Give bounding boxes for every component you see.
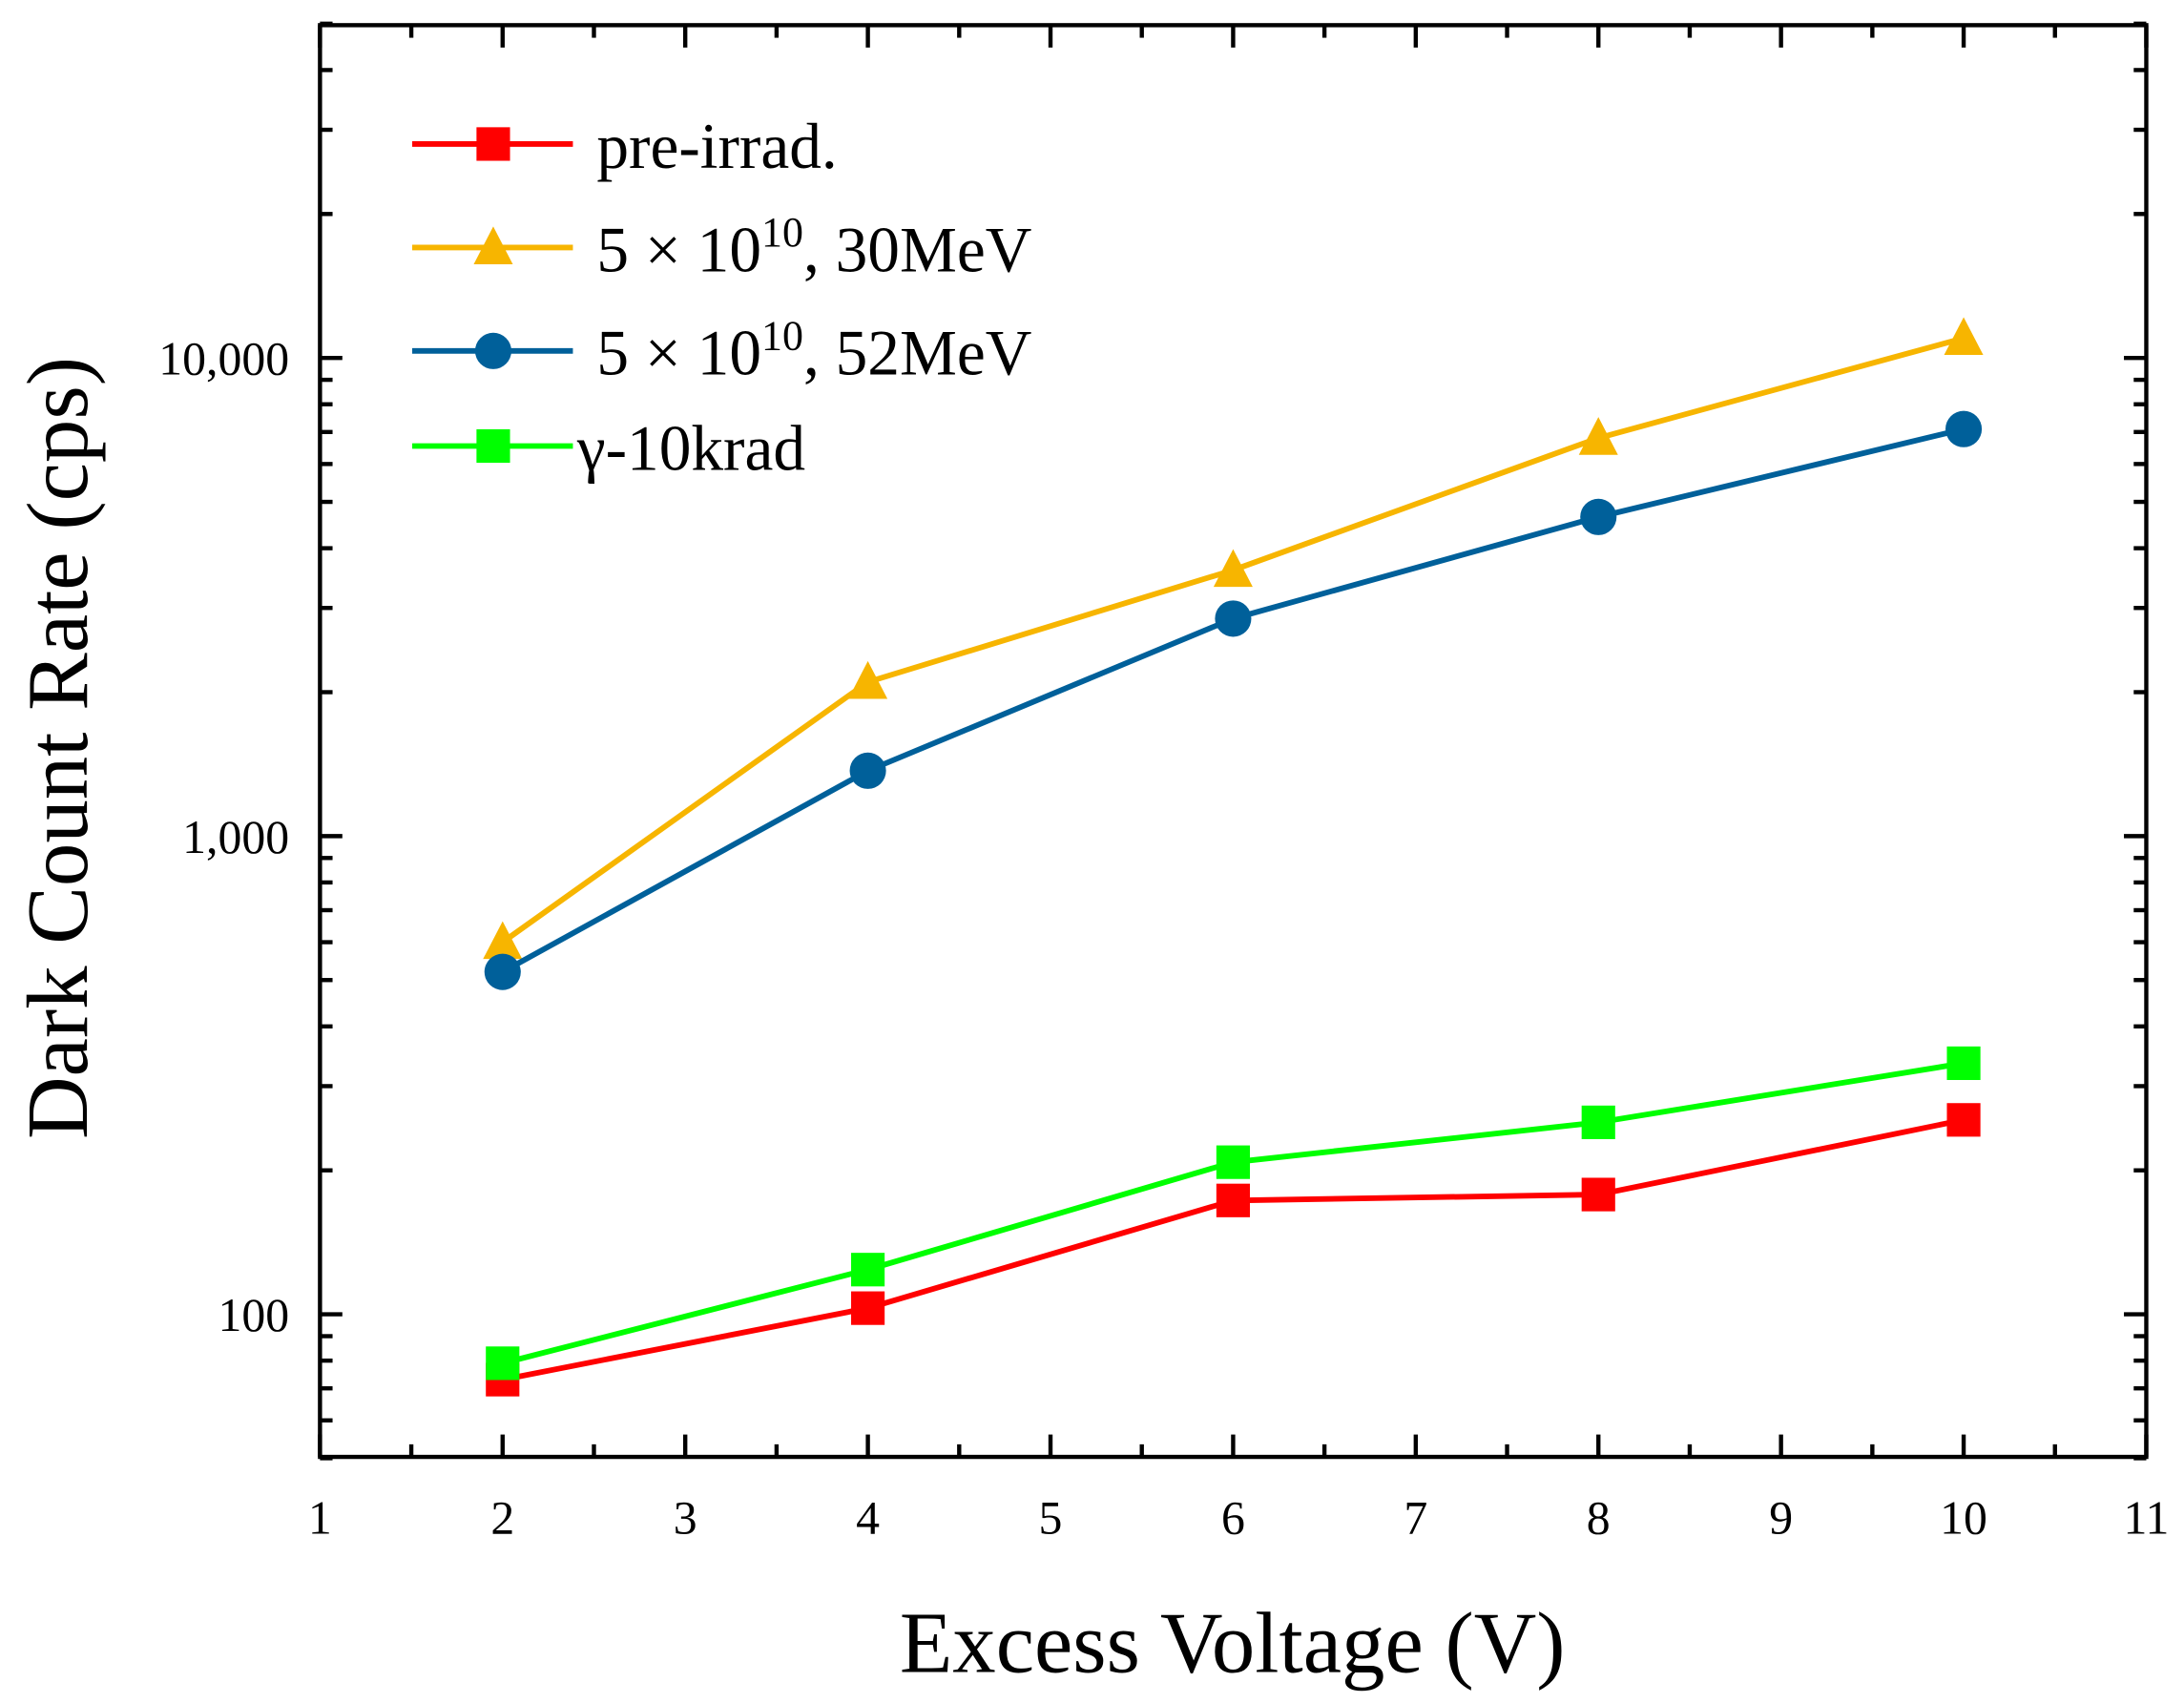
legend-label-30mev: 5 × 1010, 30MeV <box>596 209 1031 285</box>
legend-entry-pre-irrad: pre-irrad. <box>412 111 838 182</box>
data-point-triangle <box>1944 317 1984 356</box>
series-line-2 <box>501 426 1965 975</box>
data-point-square <box>851 1253 885 1287</box>
data-point-circle <box>849 752 886 789</box>
series-layer <box>483 317 1984 1397</box>
y-tick-label: 1,000 <box>182 811 289 863</box>
data-point-square <box>1946 1103 1981 1137</box>
data-point-square <box>1216 1145 1250 1179</box>
legend-marker-30mev <box>473 226 513 264</box>
y-tick-label: 10,000 <box>158 333 289 385</box>
legend-entry-52mev: 5 × 1010, 52MeV <box>412 312 1031 389</box>
x-tick-label: 1 <box>308 1492 332 1545</box>
data-point-circle <box>1580 498 1617 535</box>
data-point-circle <box>1215 600 1252 637</box>
x-tick-label: 10 <box>1940 1492 1987 1545</box>
x-tick-label: 3 <box>674 1492 697 1545</box>
x-tick-label: 8 <box>1587 1492 1611 1545</box>
legend-marker-gamma <box>476 428 510 464</box>
data-point-triangle <box>848 660 888 699</box>
axis-ticks <box>318 21 2149 1461</box>
legend-label-52mev: 5 × 1010, 52MeV <box>596 312 1031 388</box>
legend-52mev-suffix: , 52MeV <box>803 318 1031 389</box>
data-point-square <box>486 1346 520 1381</box>
legend-entry-30mev: 5 × 1010, 30MeV <box>412 209 1031 285</box>
data-point-square <box>1946 1046 1981 1081</box>
plot-frame <box>318 23 2149 1460</box>
data-point-square <box>851 1291 885 1325</box>
x-tick-label: 6 <box>1221 1492 1245 1545</box>
legend-marker-52mev <box>474 332 512 369</box>
legend-30mev-suffix: , 30MeV <box>803 214 1031 285</box>
data-point-circle <box>1945 410 1983 447</box>
x-axis-title: Excess Voltage (V) <box>900 1595 1566 1692</box>
legend-entry-gamma: γ-10krad <box>412 412 805 484</box>
data-point-circle <box>484 953 521 990</box>
x-tick-label: 7 <box>1404 1492 1427 1545</box>
data-point-square <box>1216 1183 1250 1217</box>
data-point-square <box>1581 1177 1615 1212</box>
legend: pre-irrad. 5 × 1010, 30MeV 5 × 1010, 52M… <box>412 111 1031 484</box>
legend-52mev-exponent: 10 <box>761 312 803 359</box>
legend-52mev-base: 5 × 10 <box>596 318 761 389</box>
legend-30mev-base: 5 × 10 <box>596 214 761 285</box>
legend-label-pre-irrad: pre-irrad. <box>596 111 837 182</box>
data-point-triangle <box>1578 417 1618 455</box>
legend-label-gamma: γ-10krad <box>576 412 805 484</box>
data-point-triangle <box>483 921 523 960</box>
y-tick-label: 100 <box>218 1289 289 1341</box>
legend-30mev-exponent: 10 <box>761 209 803 256</box>
data-point-square <box>1581 1105 1615 1139</box>
x-tick-label: 9 <box>1769 1492 1793 1545</box>
x-tick-label: 11 <box>2124 1492 2170 1545</box>
legend-marker-pre-irrad <box>476 127 510 161</box>
x-tick-label: 2 <box>490 1492 514 1545</box>
x-tick-label: 5 <box>1039 1492 1063 1545</box>
y-axis-title: Dark Count Rate (cps) <box>10 357 106 1139</box>
tick-labels: 1 2 3 4 5 6 7 8 9 10 11 100 1,000 10,000 <box>158 333 2169 1545</box>
data-point-triangle <box>1213 549 1253 588</box>
x-tick-label: 4 <box>856 1492 880 1545</box>
